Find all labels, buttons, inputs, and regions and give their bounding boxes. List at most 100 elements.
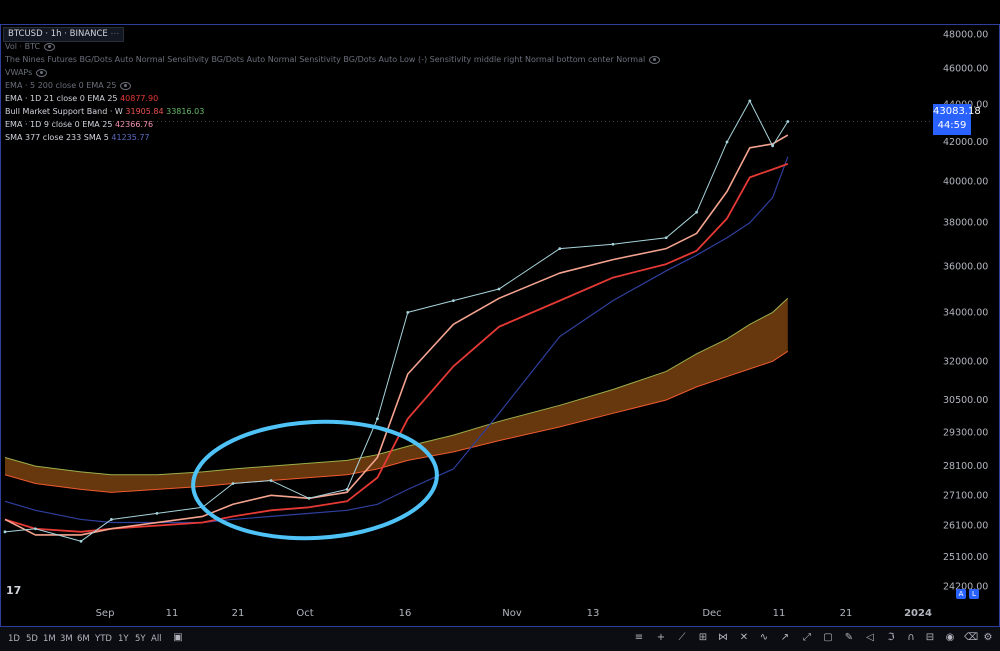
price-point (771, 144, 774, 148)
lines-tool-icon[interactable]: ≡ (634, 632, 644, 643)
symbol-label: BTCUSD · 1h · BINANCE (8, 29, 108, 39)
legend-ema-1d-21-value: 40877.90 (120, 94, 159, 103)
eye-icon[interactable] (649, 55, 661, 64)
price-point (155, 511, 159, 515)
x-axis-tick-label: Oct (296, 608, 313, 619)
price-point (406, 311, 410, 314)
x-axis-tick-label: Sep (96, 608, 115, 619)
price-point (34, 527, 37, 531)
settings-icon[interactable]: ⚙ (983, 632, 993, 643)
trash-icon[interactable]: ⌫ (964, 632, 979, 643)
price-point (110, 518, 113, 521)
auto-scale-button[interactable]: A (956, 589, 966, 599)
ruler-icon[interactable]: ◁ (866, 632, 874, 643)
y-axis-tick-label: 25100.00 (943, 552, 988, 563)
log-scale-button[interactable]: L (969, 589, 979, 599)
calendar-range-icon[interactable]: ▣ (173, 632, 183, 643)
legend-ema-1d-9-label: EMA · 1D 9 close 0 EMA 25 (5, 120, 113, 129)
price-point (345, 487, 349, 491)
lock-icon[interactable]: ⊟ (925, 632, 935, 643)
x-axis-tick-label: 11 (166, 608, 179, 619)
timeframe-1y[interactable]: 1Y (118, 634, 129, 644)
arrow-icon[interactable]: ↗ (780, 632, 790, 643)
timeframe-all[interactable]: All (151, 634, 162, 644)
x-axis-tick-label: 21 (840, 608, 853, 619)
fib-icon[interactable]: ⊞ (698, 632, 708, 643)
magnet-icon[interactable]: ∩ (907, 632, 915, 643)
y-axis-tick-label: 40000.00 (943, 176, 988, 187)
timeframe-5y[interactable]: 5Y (135, 634, 146, 644)
bottom-toolbar: 1D 5D 1M 3M 6M YTD 1Y 5Y All ▣ ≡ + ⟋ ⊞ ⋈… (0, 626, 1000, 651)
legend-ema-1d-21-label: EMA · 1D 21 close 0 EMA 25 (5, 94, 118, 103)
price-point (231, 482, 235, 485)
eye-icon[interactable] (44, 42, 56, 51)
price-point (695, 210, 698, 214)
measure-icon[interactable]: ⤢ (803, 632, 811, 643)
price-point (307, 496, 311, 500)
pattern-icon[interactable]: ⋈ (718, 632, 728, 643)
y-axis-tick-label: 36000.00 (943, 261, 988, 272)
more-icon[interactable]: ⋯ (110, 29, 120, 39)
legend-sma-377[interactable]: SMA 377 close 233 SMA 5 41235.77 (5, 132, 150, 144)
price-point (725, 140, 729, 144)
trendline-icon[interactable]: ⟋ (678, 632, 686, 643)
x-axis-tick-label: 11 (773, 608, 786, 619)
y-axis-tick-label: 46000.00 (943, 64, 988, 75)
last-price: 43083.18 (933, 106, 981, 117)
bull-band-upper-line (4, 297, 789, 476)
rectangle-icon[interactable]: ▢ (823, 632, 833, 643)
timeframe-1m[interactable]: 1M (43, 634, 56, 644)
legend-bull-band-value-2: 33816.03 (166, 107, 205, 116)
bar-countdown: 44:59 (937, 120, 967, 131)
legend-vwaps[interactable]: VWAPs (5, 67, 48, 79)
timeframe-1d[interactable]: 1D (8, 634, 20, 644)
eye-toggle-icon[interactable]: ◉ (945, 632, 955, 643)
ema-fast-line (4, 134, 789, 536)
brush-icon[interactable]: ✎ (844, 632, 854, 643)
projection-icon[interactable]: ✕ (739, 632, 749, 643)
legend-bull-band[interactable]: Bull Market Support Band · W 31905.84 33… (5, 106, 204, 118)
legend-nines[interactable]: The Nines Futures BG/Dots Auto Normal Se… (5, 54, 661, 66)
timeframe-ytd[interactable]: YTD (95, 634, 112, 644)
y-axis-tick-label: 38000.00 (943, 218, 988, 229)
price-point (376, 417, 379, 421)
eye-icon[interactable] (120, 81, 132, 90)
x-axis-tick-label: 21 (232, 608, 245, 619)
bull-band-lower-line (4, 350, 789, 493)
x-axis-tick-label: 16 (399, 608, 412, 619)
ema-slow-line (4, 163, 789, 533)
x-axis-tick-label: Nov (502, 608, 522, 619)
price-point (269, 479, 273, 482)
y-axis-tick-label: 29300.00 (943, 427, 988, 438)
legend-ema-5-200-label: EMA · 5 200 close 0 EMA 25 (5, 81, 117, 90)
eye-icon[interactable] (36, 68, 48, 77)
price-point (786, 120, 790, 123)
symbol-header[interactable]: BTCUSD · 1h · BINANCE ⋯ (3, 27, 125, 42)
legend-bull-band-value-1: 31905.84 (125, 107, 164, 116)
legend-ema-1d-9[interactable]: EMA · 1D 9 close 0 EMA 25 42366.76 (5, 119, 153, 131)
text-icon[interactable]: ℑ (887, 632, 895, 643)
y-axis-tick-label: 42000.00 (943, 137, 988, 148)
legend-ema-5-200[interactable]: EMA · 5 200 close 0 EMA 25 (5, 80, 132, 92)
legend-sma-377-value: 41235.77 (111, 133, 150, 142)
price-point (664, 236, 668, 240)
timeframe-6m[interactable]: 6M (77, 634, 90, 644)
timeframe-3m[interactable]: 3M (60, 634, 73, 644)
legend-vol[interactable]: Vol · BTC (5, 41, 56, 53)
legend-ema-1d-9-value: 42366.76 (114, 120, 154, 129)
price-point (3, 530, 7, 534)
price-series-line (4, 100, 789, 542)
y-axis-tick-label: 28100.00 (943, 461, 988, 472)
last-price-tag: 43083.18 44:59 (933, 104, 981, 135)
price-point (497, 287, 501, 291)
legend-ema-1d-21[interactable]: EMA · 1D 21 close 0 EMA 25 40877.90 (5, 93, 158, 105)
x-axis-tick-label: 2024 (904, 608, 932, 619)
y-axis-tick-label: 26100.00 (943, 521, 988, 532)
annotation-ellipse (191, 419, 439, 541)
timeframe-5d[interactable]: 5D (26, 634, 38, 644)
crosshair-icon[interactable]: + (656, 632, 666, 643)
y-axis-tick-label: 48000.00 (943, 29, 988, 40)
forecast-icon[interactable]: ∿ (759, 632, 769, 643)
price-chart[interactable]: 48000.0046000.0044000.0042000.0040000.00… (0, 24, 1000, 626)
y-axis-tick-label: 32000.00 (943, 356, 988, 367)
